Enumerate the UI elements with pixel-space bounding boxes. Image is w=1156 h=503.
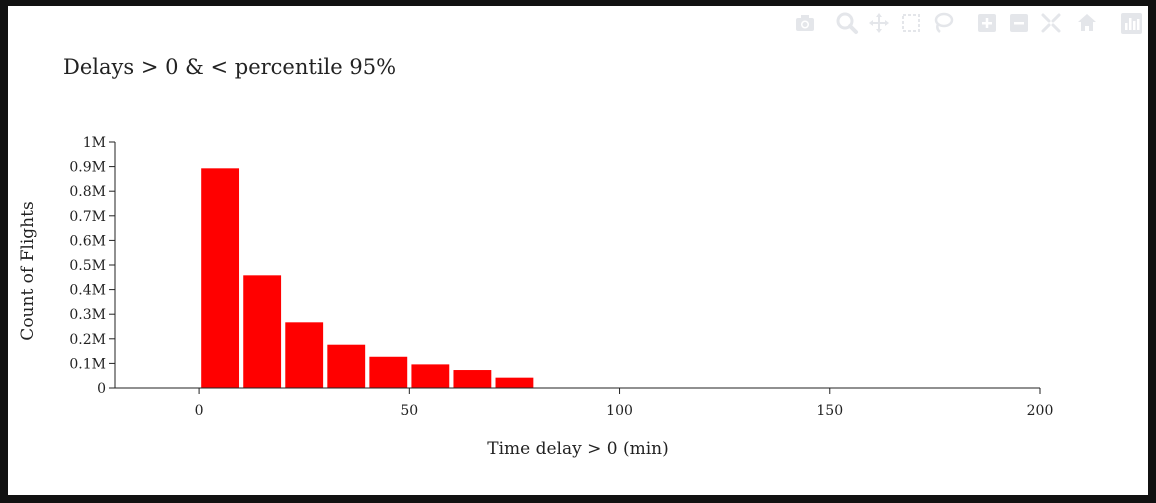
zoom-out-icon[interactable] (1006, 10, 1032, 36)
bars-group (201, 168, 534, 388)
y-tick-label: 0.1M (69, 356, 106, 372)
x-tick-label: 150 (816, 403, 843, 419)
camera-icon[interactable] (792, 10, 818, 36)
y-tick-label: 0.8M (69, 184, 106, 200)
y-axis: 0 0.1M 0.2M 0.3M 0.4M 0.5M 0.6M 0.7M 0.8M 0.9M 1M (69, 135, 116, 397)
bar[interactable] (327, 344, 366, 388)
lasso-select-icon[interactable] (930, 10, 956, 36)
pan-icon[interactable] (866, 10, 892, 36)
y-tick-label: 0.6M (69, 233, 106, 249)
chart-container: Delays > 0 & < percentile 95% Time delay… (8, 6, 1148, 495)
autoscale-icon[interactable] (1038, 10, 1064, 36)
y-tick-label: 0 (97, 381, 106, 397)
bar[interactable] (369, 356, 408, 388)
chart-title: Delays > 0 & < percentile 95% (63, 55, 396, 79)
y-tick-label: 0.2M (69, 332, 106, 348)
y-tick-label: 0.5M (69, 258, 106, 274)
y-axis-title: Count of Flights (18, 201, 38, 340)
bar[interactable] (285, 322, 324, 388)
x-tick-label: 100 (606, 403, 633, 419)
x-axis-title: Time delay > 0 (min) (487, 439, 669, 459)
y-tick-label: 1M (83, 135, 106, 151)
plot-area: Delays > 0 & < percentile 95% Time delay… (18, 55, 1054, 459)
bar[interactable] (453, 370, 492, 388)
bar[interactable] (495, 377, 534, 388)
bar[interactable] (201, 168, 240, 388)
bar[interactable] (411, 364, 450, 388)
plotly-logo-icon[interactable] (1118, 10, 1144, 36)
x-tick-label: 50 (400, 403, 418, 419)
box-select-icon[interactable] (898, 10, 924, 36)
x-tick-label: 200 (1027, 403, 1054, 419)
y-tick-label: 0.7M (69, 209, 106, 225)
modebar (788, 10, 1148, 38)
y-tick-label: 0.4M (69, 283, 106, 299)
y-tick-label: 0.3M (69, 307, 106, 323)
x-tick-label: 0 (195, 403, 204, 419)
zoom-icon[interactable] (834, 10, 860, 36)
bar[interactable] (243, 275, 282, 388)
reset-axes-icon[interactable] (1074, 10, 1100, 36)
y-tick-label: 0.9M (69, 160, 106, 176)
zoom-in-icon[interactable] (974, 10, 1000, 36)
x-axis: 0 50 100 150 200 (115, 387, 1054, 419)
